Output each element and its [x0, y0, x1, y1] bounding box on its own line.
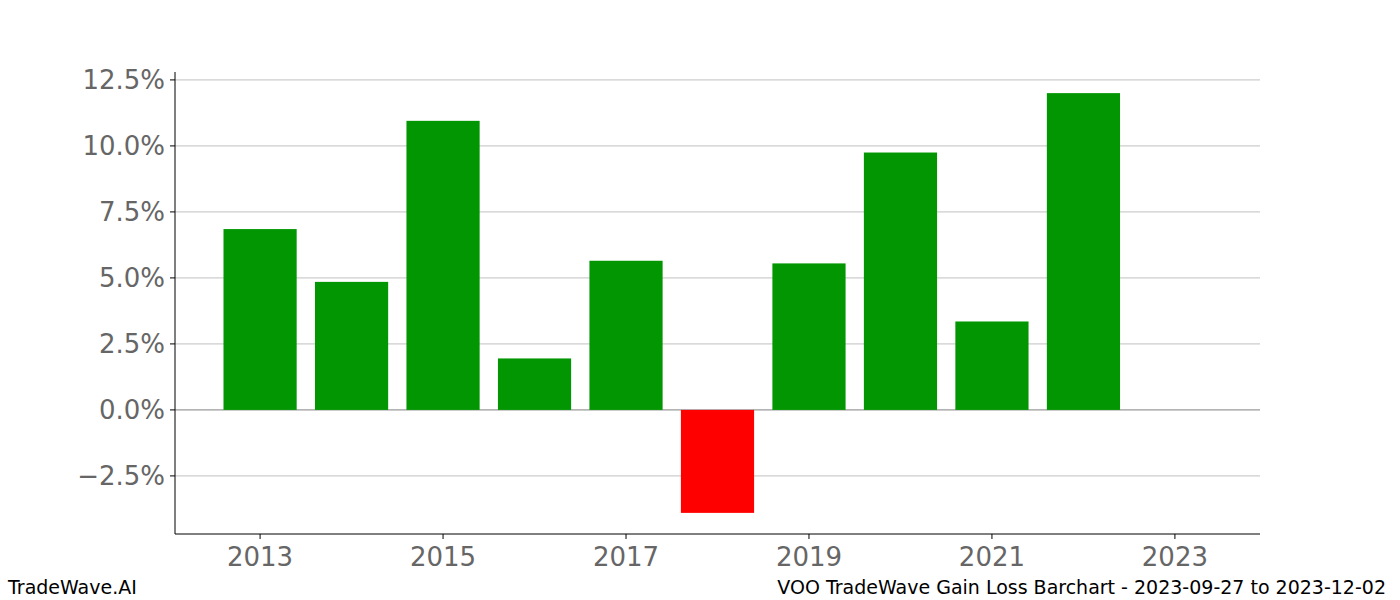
x-tick-label: 2019 [776, 542, 842, 572]
x-axis-line [175, 534, 1260, 535]
x-tick-label: 2021 [959, 542, 1025, 572]
y-tick [170, 145, 175, 146]
bar [772, 263, 845, 410]
y-tick-label: 0.0% [99, 395, 165, 425]
bar [1047, 93, 1120, 410]
annotation: TradeWave.AI [7, 576, 137, 598]
bar [315, 282, 388, 410]
x-tick-label: 2013 [227, 542, 293, 572]
bars [223, 93, 1120, 513]
y-tick [170, 409, 175, 410]
y-tick [170, 211, 175, 212]
bar [498, 358, 571, 409]
x-tick [443, 534, 444, 539]
x-tick-label: 2017 [593, 542, 659, 572]
y-tick-label: 5.0% [99, 263, 165, 293]
y-tick [170, 343, 175, 344]
chart-svg: −2.5% 0.0% 2.5% 5.0% 7.5% 10.0% 12.5% 2013 2015 2… [0, 0, 1400, 600]
bar [406, 121, 479, 410]
x-tick [808, 534, 809, 539]
y-tick-label: 10.0% [82, 131, 165, 161]
y-tick-label: 2.5% [99, 329, 165, 359]
x-tick-label: 2023 [1142, 542, 1208, 572]
x-tick [626, 534, 627, 539]
bar [681, 410, 754, 513]
chart-container: −2.5% 0.0% 2.5% 5.0% 7.5% 10.0% 12.5% 2013 2015 2… [0, 0, 1400, 600]
x-tick [991, 534, 992, 539]
y-tick-label: 12.5% [82, 65, 165, 95]
y-tick [170, 79, 175, 80]
bar [223, 229, 296, 410]
bar [864, 153, 937, 410]
grid-line [175, 79, 1260, 80]
title: VOO TradeWave Gain Loss Barchart - 2023-… [777, 576, 1386, 598]
x-tick-label: 2015 [410, 542, 476, 572]
y-tick-label: −2.5% [77, 461, 165, 491]
y-tick [170, 475, 175, 476]
x-tick [260, 534, 261, 539]
x-tick [1174, 534, 1175, 539]
bar [589, 261, 662, 410]
y-tick-label: 7.5% [99, 197, 165, 227]
bar [955, 321, 1028, 409]
y-axis-line [175, 72, 176, 534]
y-tick [170, 277, 175, 278]
